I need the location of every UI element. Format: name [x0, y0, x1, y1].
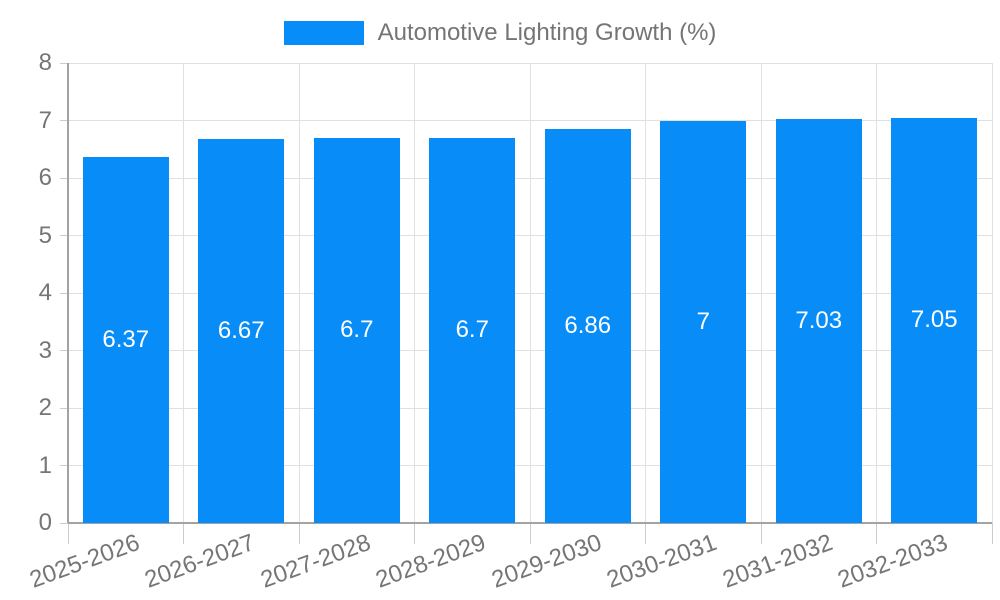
bar[interactable]: 6.67 [198, 139, 285, 523]
x-axis-tick [991, 523, 993, 544]
bar[interactable]: 7.03 [775, 118, 862, 523]
bar[interactable]: 6.7 [313, 137, 400, 523]
bar[interactable]: 6.7 [429, 137, 516, 523]
bar-value-label: 6.7 [340, 316, 374, 344]
y-axis-tick [60, 522, 68, 524]
x-axis-tick [183, 523, 184, 544]
gridline-vertical [991, 63, 993, 523]
gridline-vertical [183, 63, 184, 523]
y-axis-label: 1 [38, 451, 52, 479]
legend-label: Automotive Lighting Growth (%) [377, 19, 717, 46]
gridline-vertical [876, 63, 877, 523]
plot-area: 6.37 6.67 6.7 6.7 6.86 7 7.03 7.05 [60, 62, 993, 544]
y-axis-label: 4 [38, 279, 52, 306]
y-axis-tick [60, 62, 68, 64]
x-axis-line [68, 522, 992, 524]
gridline-vertical [529, 63, 531, 523]
legend: Automotive Lighting Growth (%) [0, 19, 1000, 47]
x-axis-tick [67, 523, 69, 544]
gridline-vertical [645, 63, 646, 523]
bar[interactable]: 6.37 [82, 156, 169, 523]
gridline-vertical [298, 63, 300, 523]
y-axis-tick [60, 407, 68, 409]
gridline-vertical [760, 63, 762, 523]
y-axis-tick [60, 120, 68, 121]
bar[interactable]: 6.86 [544, 128, 631, 523]
y-axis-label: 2 [38, 394, 52, 421]
x-axis-tick [414, 523, 415, 544]
y-axis-tick [60, 350, 68, 351]
x-axis-tick [298, 523, 300, 544]
y-axis-label: 5 [38, 221, 52, 249]
y-axis-label: 7 [38, 106, 52, 134]
y-axis-tick [60, 177, 68, 179]
bar-value-label: 6.67 [217, 317, 265, 345]
bar-value-label: 7.03 [795, 306, 843, 334]
legend-swatch [283, 21, 364, 45]
bar-value-label: 6.86 [564, 311, 612, 339]
bar[interactable]: 7 [660, 120, 747, 523]
bar-value-label: 6.37 [102, 325, 150, 353]
gridline-vertical [414, 63, 415, 523]
bar-value-label: 6.7 [455, 316, 489, 344]
y-axis-label: 3 [38, 336, 52, 364]
x-axis-tick [529, 523, 531, 544]
y-axis-label: 8 [38, 49, 52, 76]
x-axis-tick [760, 523, 762, 544]
y-axis-label: 0 [38, 509, 52, 536]
x-axis-tick [876, 523, 877, 544]
x-axis-tick [645, 523, 646, 544]
bar-value-label: 7 [696, 307, 710, 335]
y-axis-label: 6 [38, 164, 52, 191]
y-axis-tick [60, 292, 68, 294]
bar[interactable]: 7.05 [891, 117, 978, 523]
y-axis-tick [60, 465, 68, 466]
bar-value-label: 7.05 [910, 306, 958, 334]
y-axis-tick [60, 235, 68, 236]
y-axis-line [67, 63, 69, 523]
